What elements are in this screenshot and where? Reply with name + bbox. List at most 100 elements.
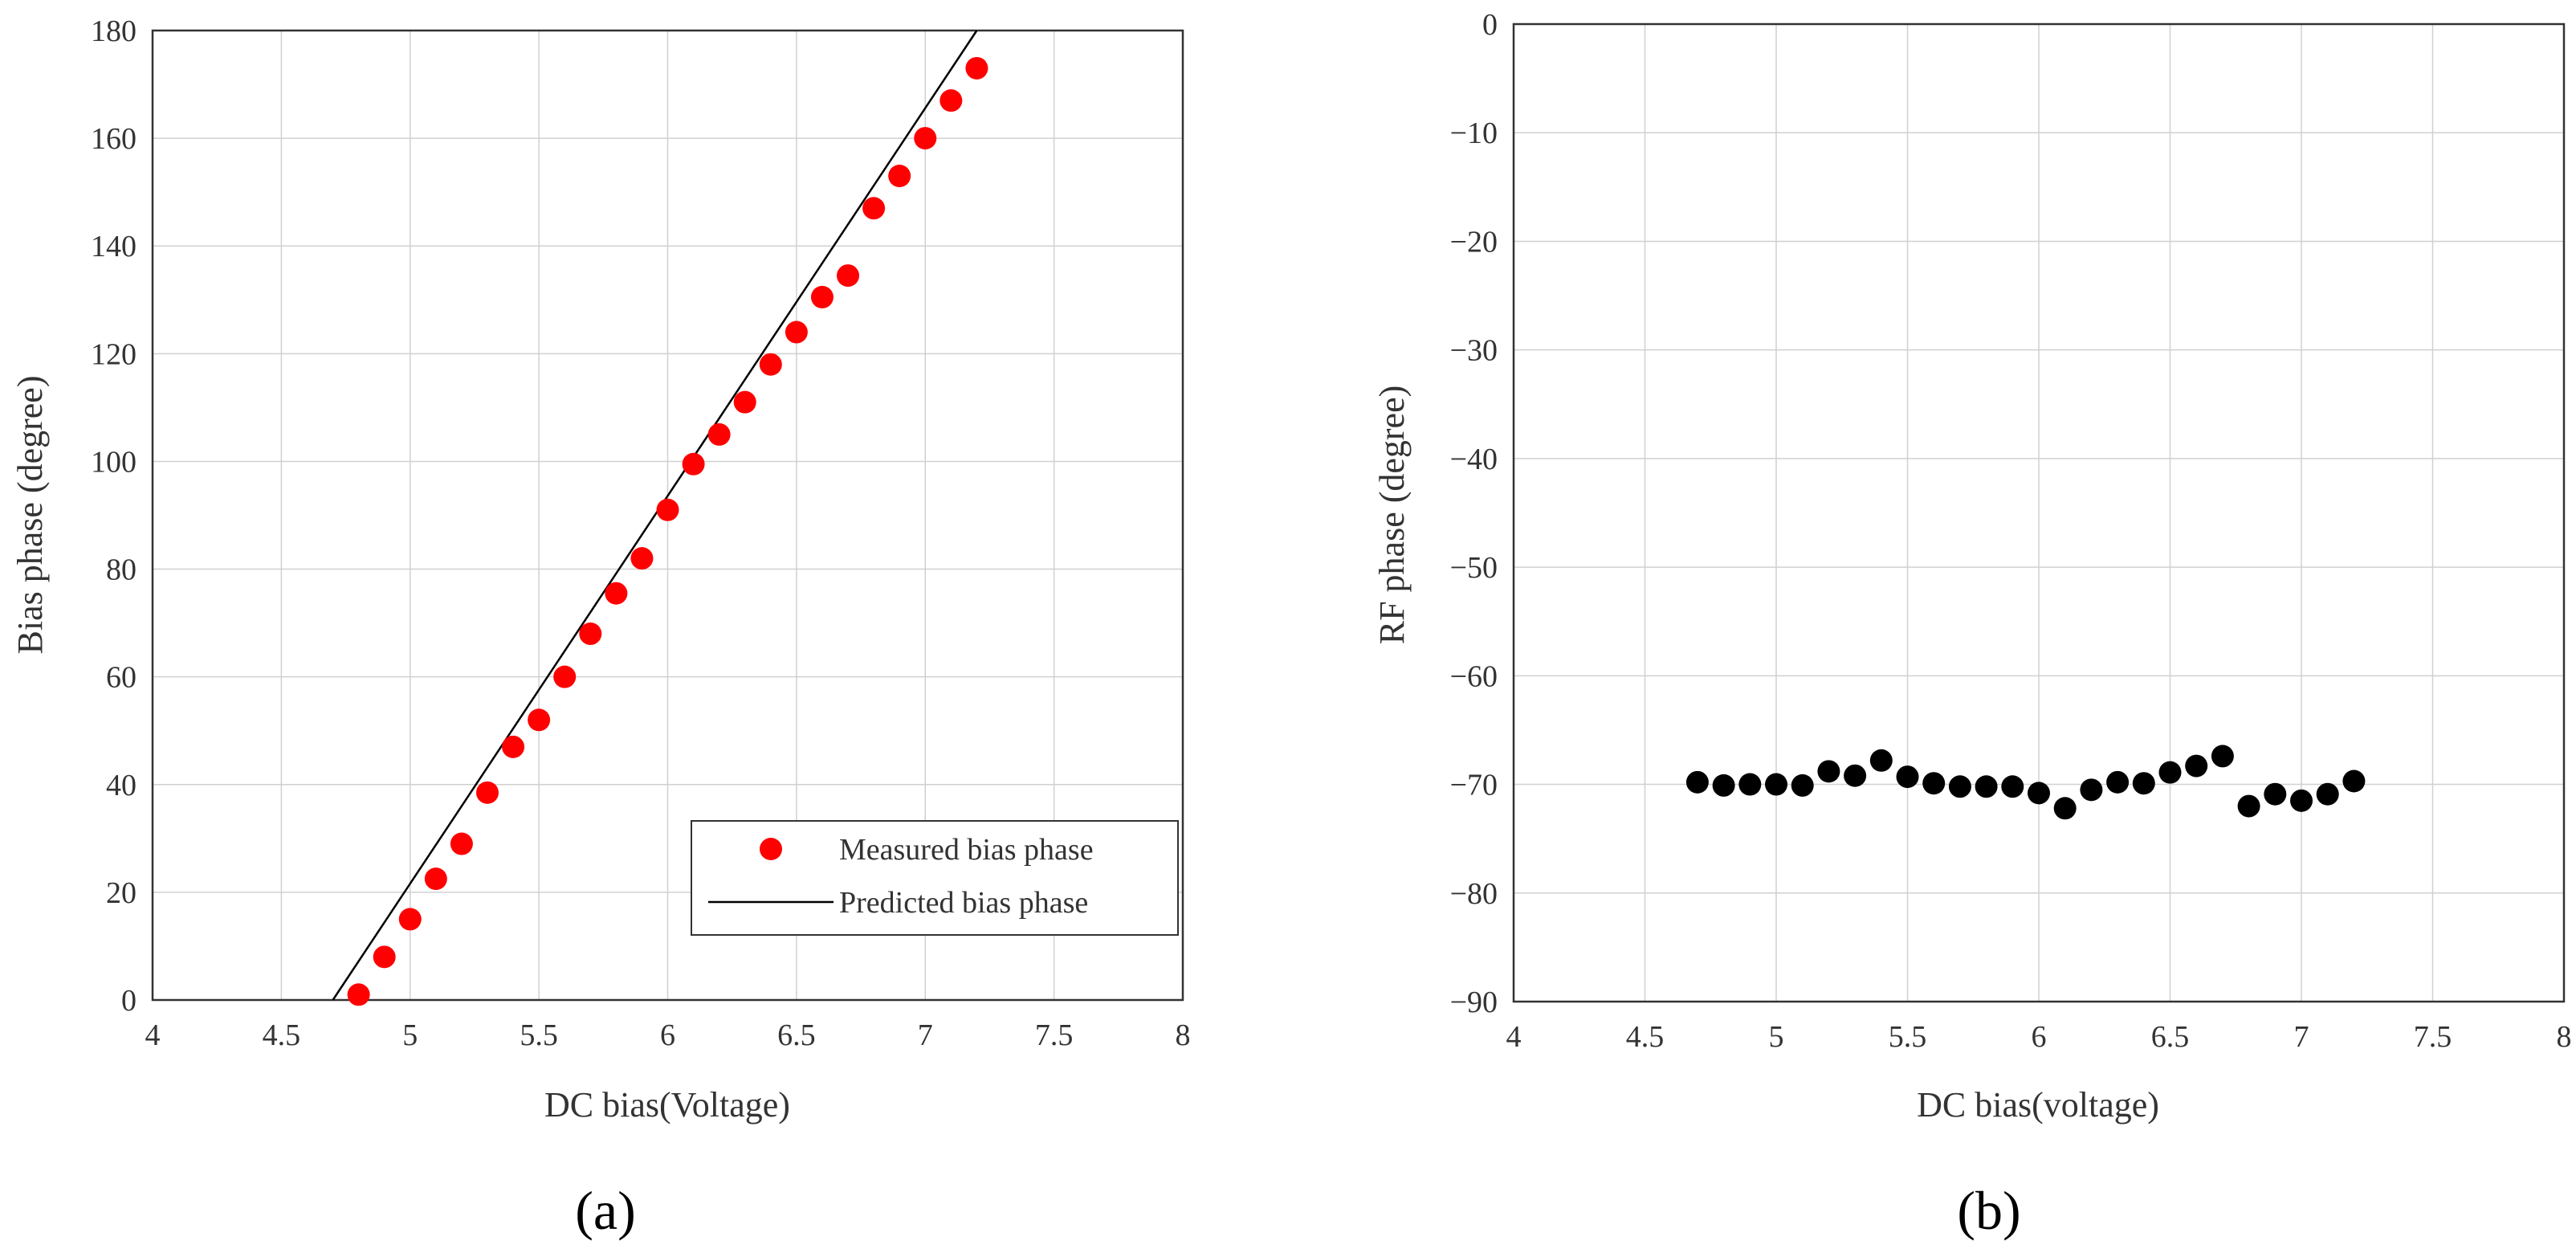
measured-bias-point — [605, 582, 628, 605]
x-tick-labels-b: 4 4.5 5 5.5 6 6.5 7 7.5 8 — [1506, 1020, 2572, 1054]
plot-frame-b — [1512, 22, 2566, 1003]
measured-bias-point — [965, 56, 988, 80]
y-tick-label-a: 140 — [91, 230, 137, 263]
y-axis-label-a: Bias phase (degree) — [10, 376, 50, 655]
x-tick-label-a: 7 — [918, 1018, 933, 1052]
measured-bias-point — [475, 781, 499, 804]
measured-bias-point — [502, 735, 525, 758]
x-tick-label-a: 6 — [660, 1018, 675, 1052]
measured-bias-point — [450, 832, 473, 855]
y-axis-label-b: RF phase (degree) — [1372, 386, 1412, 645]
rf-phase-point — [1975, 775, 1998, 798]
rf-points-layer — [1685, 745, 2366, 820]
measured-bias-point — [347, 983, 370, 1006]
rf-phase-point — [2053, 797, 2077, 820]
y-tick-label-a: 160 — [91, 122, 137, 156]
rf-phase-point — [1765, 773, 1787, 796]
measured-bias-point — [785, 320, 808, 344]
rf-phase-point — [2290, 789, 2313, 812]
measured-bias-point — [553, 665, 577, 688]
grid-a — [153, 31, 1183, 1000]
rf-phase-point — [2316, 782, 2339, 806]
measured-bias-point — [707, 422, 731, 446]
legend-label-measured: Measured bias phase — [839, 833, 1094, 867]
measured-bias-point — [398, 908, 422, 931]
y-tick-label-b: −60 — [1450, 659, 1498, 693]
x-tick-label-a: 5 — [402, 1018, 418, 1052]
rf-phase-point — [2001, 775, 2024, 798]
measured-points-layer — [347, 56, 988, 1006]
measured-bias-point — [862, 197, 886, 220]
x-tick-label-b: 5 — [1769, 1020, 1784, 1054]
y-tick-label-b: −80 — [1450, 877, 1498, 911]
measured-bias-point — [888, 165, 911, 188]
rf-phase-point — [2185, 754, 2208, 778]
y-tick-label-b: 0 — [1482, 8, 1498, 42]
rf-phase-point — [1791, 773, 1814, 797]
y-tick-label-a: 0 — [121, 984, 137, 1018]
measured-bias-point — [528, 708, 551, 732]
y-tick-label-a: 40 — [106, 769, 137, 802]
measured-bias-point — [810, 285, 834, 308]
measured-bias-point — [373, 945, 396, 969]
measured-bias-point — [579, 622, 602, 646]
x-tick-label-a: 7.5 — [1035, 1018, 1074, 1052]
rf-phase-point — [1844, 764, 1867, 787]
y-tick-label-b: −50 — [1450, 551, 1498, 585]
x-tick-label-b: 7.5 — [2414, 1020, 2452, 1054]
rf-phase-point — [2106, 770, 2130, 794]
y-tick-label-b: −70 — [1450, 769, 1498, 802]
rf-phase-point — [2342, 769, 2366, 793]
legend-label-predicted: Predicted bias phase — [839, 886, 1088, 920]
rf-phase-point — [1869, 749, 1893, 772]
x-tick-label-a: 4 — [145, 1018, 161, 1052]
measured-bias-point — [837, 264, 860, 288]
measured-bias-point — [759, 353, 782, 376]
measured-bias-point — [424, 867, 447, 891]
y-tick-label-a: 80 — [106, 553, 137, 587]
y-tick-label-a: 100 — [91, 445, 137, 479]
x-tick-labels-a: 4 4.5 5 5.5 6 6.5 7 7.5 8 — [145, 1018, 1191, 1052]
rf-phase-point — [1685, 770, 1709, 794]
rf-phase-point — [1948, 775, 1971, 798]
x-tick-label-b: 7 — [2294, 1020, 2309, 1054]
rf-phase-point — [2211, 745, 2234, 768]
legend: Measured bias phase Predicted bias phase — [691, 820, 1179, 936]
rf-phase-point — [1922, 772, 1946, 795]
x-tick-label-b: 6.5 — [2151, 1020, 2190, 1054]
measured-bias-point — [914, 127, 937, 150]
rf-phase-point — [2264, 782, 2287, 806]
y-tick-label-a: 180 — [91, 14, 137, 48]
y-tick-label-a: 20 — [106, 876, 137, 910]
measured-bias-point — [656, 498, 679, 521]
x-tick-label-b: 6 — [2032, 1020, 2047, 1054]
x-axis-label-a: DC bias(Voltage) — [544, 1085, 790, 1125]
rf-phase-point — [2158, 761, 2182, 784]
rf-phase-point — [1738, 773, 1762, 796]
y-tick-label-a: 120 — [91, 337, 137, 371]
panel-label-a: (a) — [575, 1180, 635, 1241]
rf-phase-point — [2237, 794, 2260, 818]
predicted-bias-phase-line — [332, 30, 978, 1001]
x-tick-label-b: 4 — [1506, 1020, 1522, 1054]
measured-bias-point — [940, 89, 963, 112]
x-tick-label-a: 8 — [1176, 1018, 1191, 1052]
rf-phase-point — [2080, 778, 2103, 802]
x-tick-label-a: 5.5 — [520, 1018, 558, 1052]
y-tick-labels-b: −90 −80 −70 −60 −50 −40 −30 −20 −10 0 — [1450, 8, 1498, 1019]
y-tick-label-b: −90 — [1450, 986, 1498, 1019]
legend-marker-measured — [760, 838, 782, 860]
y-tick-label-b: −20 — [1450, 225, 1498, 259]
rf-phase-point — [1817, 760, 1840, 783]
y-tick-labels-a: 0 20 40 60 80 100 120 140 160 180 — [91, 14, 137, 1018]
chart-panel-b: 4 4.5 5 5.5 6 6.5 7 7.5 8 −90−80−70−60−50−40−30−… — [1372, 8, 2572, 1241]
rf-phase-point — [1896, 765, 1919, 789]
y-tick-label-b: −30 — [1450, 334, 1498, 368]
measured-bias-point — [682, 452, 705, 476]
plot-frame-a — [151, 29, 1184, 1002]
measured-bias-point — [733, 390, 756, 414]
panel-label-b: (b) — [1957, 1180, 2020, 1241]
rf-phase-point — [2028, 782, 2050, 805]
x-tick-label-b: 8 — [2557, 1020, 2572, 1054]
